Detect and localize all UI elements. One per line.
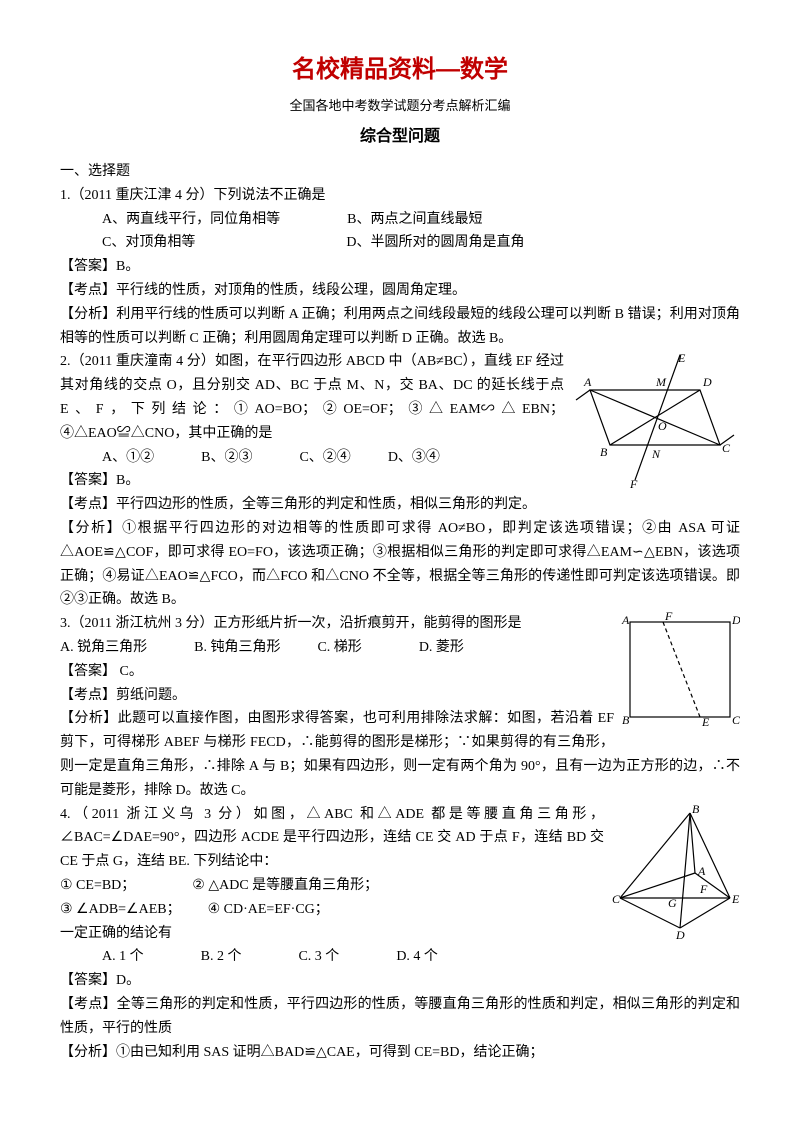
q1-opt-d: D、半圆所对的圆周角是直角: [346, 235, 524, 250]
svg-text:F: F: [629, 477, 638, 490]
q1-options-row2: C、对顶角相等 D、半圆所对的圆周角是直角: [60, 231, 740, 255]
svg-text:A: A: [621, 613, 630, 627]
svg-text:C: C: [612, 892, 621, 906]
q4-fenxi: 【分析】①由已知利用 SAS 证明△BAD≌△CAE，可得到 CE=BD，结论正…: [60, 1041, 740, 1065]
svg-text:A: A: [583, 375, 592, 389]
svg-text:A: A: [697, 864, 706, 878]
q4-c1: ① CE=BD；: [60, 878, 135, 893]
q3-opt-b: B. 钝角三角形: [194, 640, 280, 655]
q4-opt-d: D. 4 个: [396, 949, 438, 964]
q4-kaodian: 【考点】全等三角形的判定和性质，平行四边形的性质，等腰直角三角形的性质和判定，相…: [60, 993, 740, 1041]
section-heading: 一、选择题: [60, 160, 740, 184]
svg-text:G: G: [668, 896, 677, 910]
q2-figure: A D C B E F O M N: [570, 350, 740, 499]
q4-c3: ③ ∠ADB=∠AEB；: [60, 902, 181, 917]
q1-options-row1: A、两直线平行，同位角相等 B、两点之间直线最短: [60, 208, 740, 232]
main-title: 名校精品资料—数学: [60, 50, 740, 91]
q2-fenxi: 【分析】①根据平行四边形的对边相等的性质即可求得 AO≠BO，即判定该选项错误；…: [60, 517, 740, 612]
q1-kaodian: 【考点】平行线的性质，对顶角的性质，线段公理，圆周角定理。: [60, 279, 740, 303]
section-title: 综合型问题: [60, 123, 740, 150]
q1-opt-b: B、两点之间直线最短: [347, 212, 482, 227]
svg-text:E: E: [701, 715, 710, 727]
q1-answer: 【答案】B。: [60, 255, 740, 279]
sub-title: 全国各地中考数学试题分考点解析汇编: [60, 95, 740, 117]
svg-text:B: B: [692, 803, 700, 816]
svg-text:B: B: [600, 445, 608, 459]
q3-opt-d: D. 菱形: [419, 640, 464, 655]
svg-text:O: O: [658, 419, 667, 433]
q2-opt-d: D、③④: [388, 450, 440, 465]
svg-text:F: F: [664, 612, 673, 623]
svg-text:D: D: [675, 928, 685, 942]
q3-figure: A F D B E C: [620, 612, 740, 736]
svg-text:D: D: [702, 375, 712, 389]
svg-text:B: B: [622, 713, 630, 727]
q4-c4: ④ CD·AE=EF·CG；: [208, 902, 329, 917]
q2-opt-b: B、②③: [201, 450, 252, 465]
q2-opt-c: C、②④: [299, 450, 350, 465]
svg-text:E: E: [731, 892, 740, 906]
svg-text:D: D: [731, 613, 740, 627]
q1-opt-a: A、两直线平行，同位角相等: [102, 212, 280, 227]
svg-text:F: F: [699, 882, 708, 896]
svg-text:E: E: [677, 351, 686, 365]
q1-stem: 1.（2011 重庆江津 4 分）下列说法不正确是: [60, 184, 740, 208]
q2-opt-a: A、①②: [102, 450, 154, 465]
svg-text:C: C: [722, 441, 731, 455]
q4-c2: ② △ADC 是等腰直角三角形；: [192, 878, 378, 893]
svg-text:C: C: [732, 713, 740, 727]
q3-opt-a: A. 锐角三角形: [60, 640, 147, 655]
q1-fenxi: 【分析】利用平行线的性质可以判断 A 正确；利用两点之间线段最短的线段公理可以判…: [60, 303, 740, 351]
q4-opt-c: C. 3 个: [298, 949, 339, 964]
svg-text:N: N: [651, 447, 661, 461]
svg-text:M: M: [655, 375, 667, 389]
q4-opt-b: B. 2 个: [201, 949, 242, 964]
q4-opt-a: A. 1 个: [102, 949, 144, 964]
q4-answer: 【答案】D。: [60, 969, 740, 993]
q3-opt-c: C. 梯形: [317, 640, 361, 655]
q4-figure: B C E D A G F: [610, 803, 740, 952]
q1-opt-c: C、对顶角相等: [102, 235, 195, 250]
